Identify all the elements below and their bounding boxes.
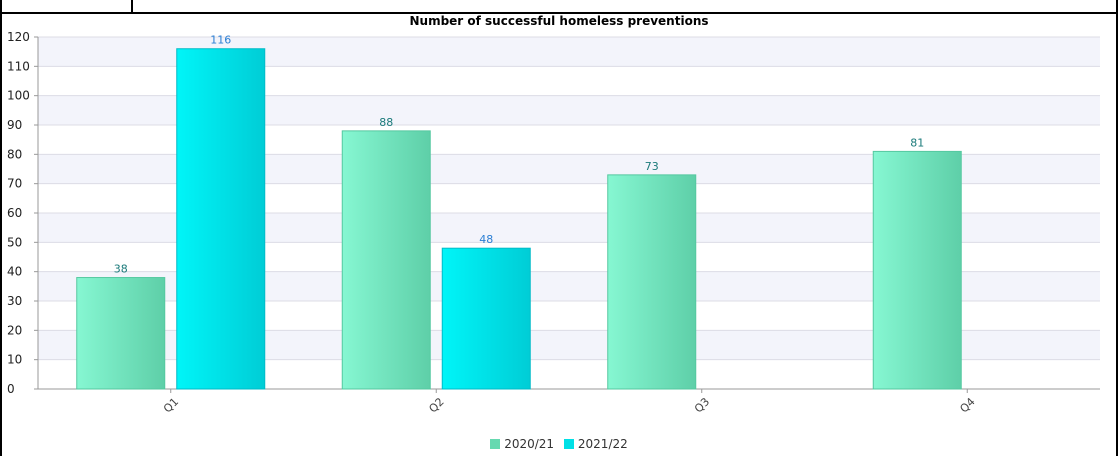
bar-2020-21-q1	[76, 277, 166, 390]
y-tick-label: 110	[7, 59, 30, 73]
x-tick-label: Q4	[957, 395, 977, 415]
data-label: 38	[114, 263, 128, 276]
x-tick-label: Q1	[161, 395, 181, 415]
y-tick-label: 90	[7, 118, 22, 132]
data-label: 81	[910, 136, 924, 149]
x-tick-label: Q2	[426, 395, 446, 415]
top-rule	[0, 12, 1118, 14]
bar-2020-21-q2	[341, 130, 431, 390]
data-label: 73	[645, 160, 659, 173]
bar-2021-22-q2	[441, 247, 531, 390]
legend-label-2020-21: 2020/21	[504, 437, 555, 451]
y-tick-label: 100	[7, 89, 30, 103]
legend-item-2021-22[interactable]: 2021/22	[563, 437, 628, 451]
y-tick-label: 20	[7, 323, 22, 337]
legend-item-2020-21[interactable]: 2020/21	[490, 437, 554, 451]
y-tick-label: 10	[7, 353, 22, 367]
bar-2020-21-q4	[872, 150, 962, 390]
data-label: 116	[210, 34, 231, 47]
data-label: 48	[479, 233, 493, 246]
y-tick-label: 70	[7, 177, 22, 191]
top-cell-divider	[131, 0, 133, 13]
x-tick-label: Q3	[692, 395, 712, 415]
legend: 2020/21 2021/22	[0, 437, 1118, 452]
bar-2021-22-q1	[176, 48, 266, 390]
y-tick-label: 50	[7, 235, 22, 249]
chart-title: Number of successful homeless prevention…	[409, 14, 709, 28]
legend-swatch-2020-21	[490, 439, 501, 449]
y-tick-label: 120	[7, 30, 30, 44]
y-tick-label: 80	[7, 147, 22, 161]
y-tick-label: 30	[7, 294, 22, 308]
bar-chart: 0 10 20 30 40 50 60 70 80 90 100 110 120 Q1 Q2 Q3 Q4 38 1…	[7, 30, 1100, 415]
legend-swatch-2021-22	[563, 439, 574, 449]
legend-label-2021-22: 2021/22	[577, 437, 628, 451]
bar-2020-21-q3	[607, 174, 697, 390]
data-label: 88	[379, 116, 393, 129]
y-tick-label: 40	[7, 265, 22, 279]
y-tick-label: 0	[7, 382, 15, 396]
y-tick-label: 60	[7, 206, 22, 220]
